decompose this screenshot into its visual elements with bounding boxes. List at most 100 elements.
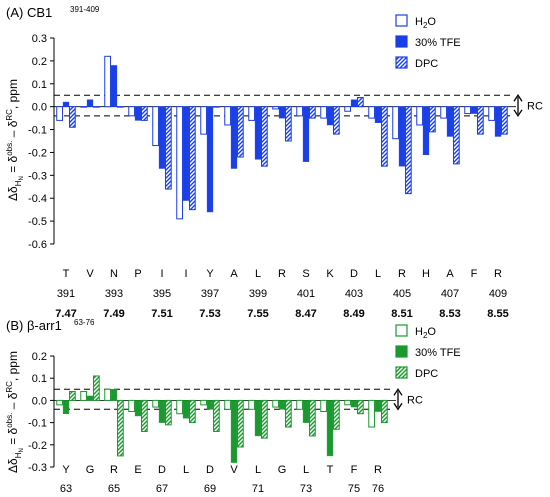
bar-open-R [392, 106, 400, 140]
x-value-label: 7.51 [151, 308, 172, 320]
x-category-label: L [183, 464, 189, 476]
x-residue-number: 391 [57, 288, 75, 300]
bar-filled-L [254, 106, 262, 160]
x-residue-number: 403 [345, 288, 363, 300]
bar-filled-R [110, 389, 118, 401]
x-residue-number: 395 [153, 288, 171, 300]
panel-b-chart: (B) β-arr1 63-76 0.2 0.1 0.0 -0.1 -0.2 -0.3 RC Y G… [5, 318, 461, 495]
y-tick-label: 0.2 [32, 56, 47, 68]
bar-open-D [152, 399, 160, 408]
bar-open-L [296, 399, 304, 410]
x-category-label: T [63, 268, 70, 280]
y-tick-label: 0.0 [32, 102, 47, 114]
bar-hatched-L [308, 399, 316, 437]
bar-hatched-R [404, 106, 412, 195]
x-residue-number: 397 [201, 288, 219, 300]
bar-filled-A [446, 106, 454, 137]
bar-open-K [320, 106, 328, 119]
bar-open-L [248, 106, 256, 121]
bar-filled-K [326, 106, 334, 126]
rc-arrow-head-up [393, 388, 403, 396]
bar-open-T [320, 399, 328, 412]
bar-hatched-R [284, 106, 292, 142]
x-residue-number: 401 [297, 288, 315, 300]
x-residue-number: 407 [441, 288, 459, 300]
legend-swatch-open [395, 324, 408, 337]
bar-hatched-F [356, 399, 364, 415]
bar-hatched-H [428, 106, 436, 133]
panel-label: (B) β-arr1 [6, 318, 62, 333]
x-category-label: T [327, 464, 334, 476]
y-tick-label: -0.2 [28, 440, 47, 452]
x-value-label: 7.49 [103, 308, 124, 320]
bar-hatched-I [164, 106, 172, 190]
panel-label-superscript: 391-409 [70, 5, 100, 14]
bar-open-Y [200, 106, 208, 135]
bar-open-H [416, 106, 424, 126]
bar-filled-G [86, 395, 94, 401]
x-residue-number: 399 [249, 288, 267, 300]
bar-hatched-A [236, 106, 244, 158]
x-category-label: N [110, 268, 118, 280]
x-category-label: Y [206, 268, 214, 280]
x-category-label: L [255, 268, 261, 280]
bar-hatched-V [236, 399, 244, 448]
x-category-label: R [398, 268, 406, 280]
legend-label: DPC [415, 368, 438, 380]
bar-open-I [152, 106, 160, 147]
x-category-label: L [255, 464, 261, 476]
x-value-label: 8.53 [439, 308, 460, 320]
x-category-label: K [326, 268, 334, 280]
x-category-label: V [230, 464, 238, 476]
y-tick-label: 0.0 [32, 395, 47, 407]
x-residue-number: 73 [300, 483, 312, 495]
bar-hatched-R [116, 399, 124, 457]
bar-filled-R [374, 400, 382, 412]
y-tick-label: 0.1 [32, 79, 47, 91]
bar-hatched-E [140, 399, 148, 432]
legend-swatch-filled [395, 35, 408, 48]
bar-open-V [224, 399, 232, 410]
x-residue-number: 393 [105, 288, 123, 300]
bar-filled-I [182, 106, 190, 201]
x-residue-number: 405 [393, 288, 411, 300]
y-tick-label: 0.3 [32, 33, 47, 45]
x-category-label: F [351, 464, 358, 476]
bar-hatched-D [356, 97, 364, 108]
rc-label: RC [527, 101, 543, 113]
bar-open-V [80, 106, 88, 108]
bar-open-L [248, 399, 256, 410]
x-category-label: G [86, 464, 95, 476]
bar-filled-D [206, 400, 214, 410]
legend-swatch-hatched [395, 56, 408, 69]
x-category-label: A [446, 268, 454, 280]
rc-arrow-head-up [513, 94, 523, 102]
bar-open-R [272, 106, 280, 110]
rc-label: RC [407, 394, 423, 406]
legend-swatch-open [395, 14, 408, 27]
x-category-label: A [230, 268, 238, 280]
bar-hatched-G [92, 375, 100, 401]
x-category-label: F [471, 268, 478, 280]
x-category-label: I [184, 268, 187, 280]
bar-hatched-Y [212, 106, 220, 108]
bar-open-G [80, 391, 88, 401]
bar-open-E [128, 399, 136, 412]
x-category-label: R [278, 268, 286, 280]
bar-filled-R [494, 106, 502, 137]
x-category-label: R [374, 464, 382, 476]
bar-filled-R [278, 106, 286, 119]
y-axis-label: ΔδHN = δobs. – δRC, ppm [5, 351, 25, 473]
bar-filled-E [134, 400, 142, 417]
bar-open-T [56, 106, 64, 121]
bar-hatched-D [164, 399, 172, 426]
x-category-label: R [494, 268, 502, 280]
x-category-label: L [303, 464, 309, 476]
bar-hatched-S [308, 106, 316, 119]
y-tick-label: -0.1 [28, 125, 47, 137]
y-tick-label: -0.6 [28, 239, 47, 251]
x-category-label: D [350, 268, 358, 280]
x-category-label: E [134, 464, 141, 476]
legend-swatch-hatched [395, 366, 408, 379]
